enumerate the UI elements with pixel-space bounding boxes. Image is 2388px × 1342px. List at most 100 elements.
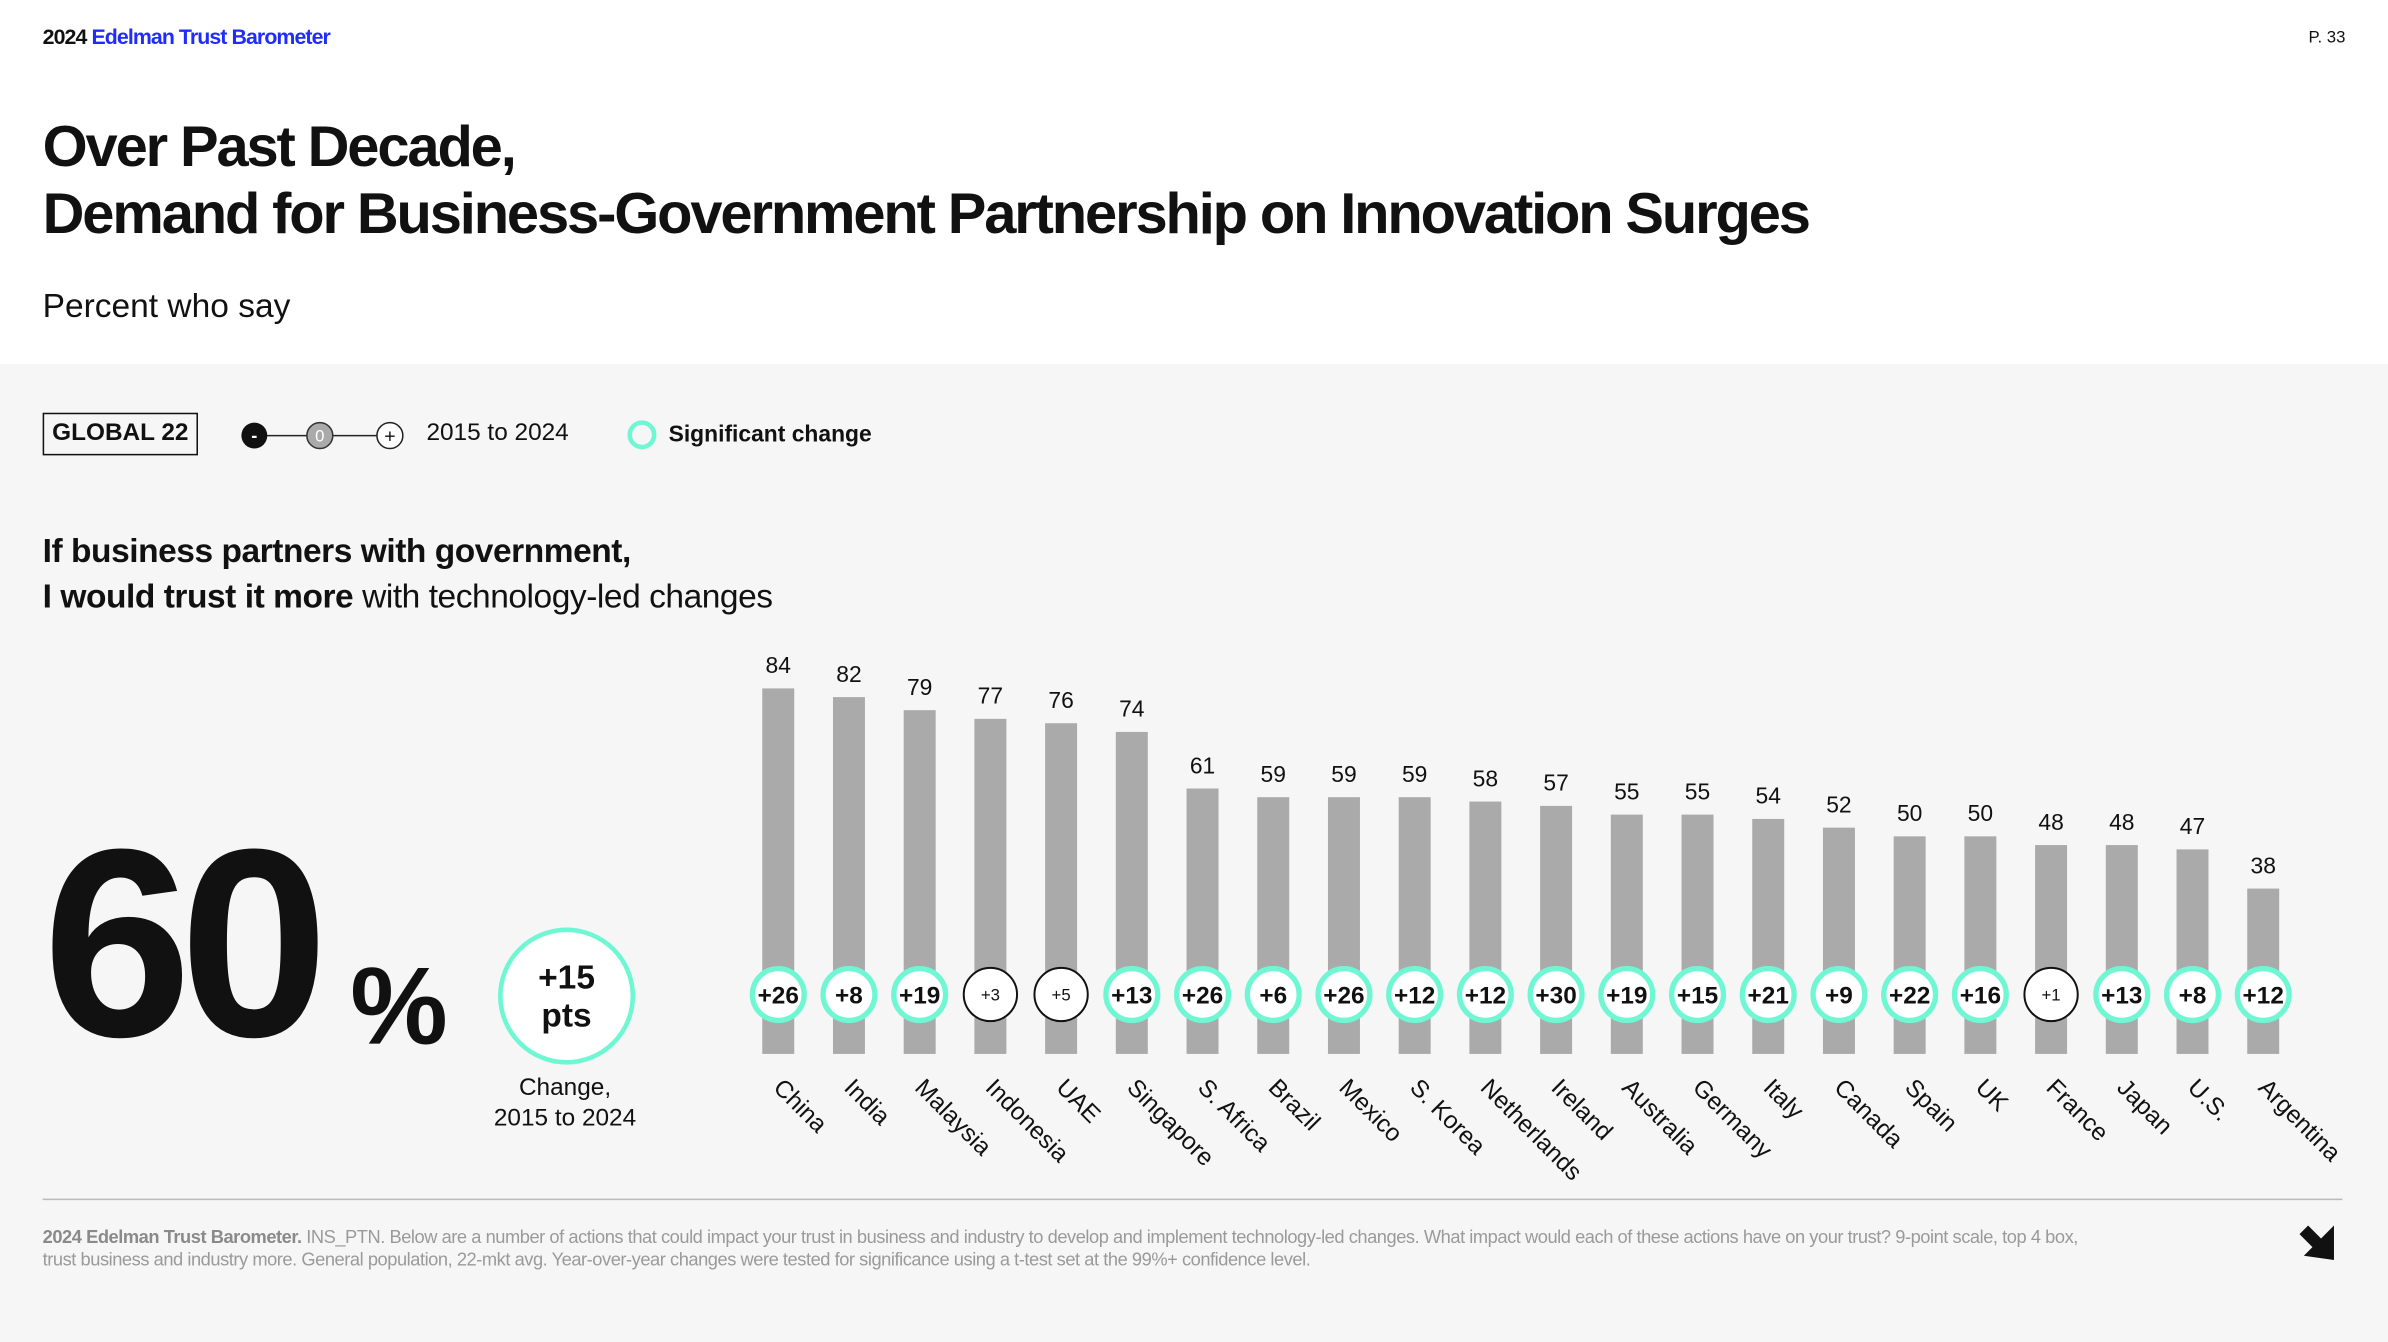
value-label: 58 [1473,765,1498,791]
country-label: India [839,1074,896,1131]
svg-text:+: + [384,425,396,447]
page-title: Over Past Decade, Demand for Business-Gov… [42,115,1811,247]
change-badge [962,966,1019,1023]
significant-change-badge [1598,965,1656,1024]
value-label: 59 [1331,761,1356,787]
value-label: 79 [907,674,932,700]
significant-change-badge [1739,965,1797,1024]
significant-change-badge [820,965,878,1024]
country-label: Japan [2111,1074,2177,1140]
change-scale-legend: - 0 + [241,421,404,450]
global-change-caption: Change, 2015 to 2024 [493,1075,637,1132]
svg-text:0: 0 [315,427,324,446]
significant-change-badge [1881,965,1939,1024]
value-label: 76 [1048,687,1073,713]
footnote: 2024 Edelman Trust Barometer. INS_PTN. B… [42,1226,2079,1271]
bar-France [2035,845,2068,1054]
change-label: +26 [758,983,799,1010]
significant-change-badge [749,965,807,1024]
brand-logo: 2024 Edelman Trust Barometer [42,24,331,49]
country-label: Australia [1616,1074,1702,1160]
value-label: 57 [1543,770,1568,796]
country-label: France [2041,1074,2114,1147]
global-label: GLOBAL 22 [42,412,198,456]
change-label: +9 [1825,983,1853,1010]
value-label: 82 [836,661,861,687]
change-label: +19 [899,983,940,1010]
significant-change-badge [1244,965,1302,1024]
country-bar-chart: 84+26China82+8India79+19Malaysia77+3Indo… [749,652,2346,1186]
plus-marker [376,421,404,450]
value-label: 55 [1614,778,1639,804]
global-change-badge: +15 pts [498,927,636,1065]
minus-marker [241,422,268,449]
country-label: Spain [1899,1074,1962,1137]
svg-text:-: - [251,425,257,446]
change-label: +6 [1259,983,1287,1010]
significant-change-badge [1810,965,1868,1024]
value-label: 50 [1968,800,1993,826]
value-label: 84 [766,652,792,678]
global-value: 60 [42,795,329,1094]
significant-change-badge [1668,965,1727,1024]
value-label: 59 [1261,761,1286,787]
country-label: U.S. [2182,1074,2235,1127]
value-label: 48 [2038,809,2063,835]
value-label: 54 [1756,783,1782,809]
country-label: Brazil [1263,1074,1325,1136]
change-label: +12 [1394,983,1435,1010]
value-label: 77 [978,683,1003,709]
significant-change-badge [1315,965,1373,1024]
country-label: Argentina [2253,1074,2346,1167]
significant-change-badge [2234,965,2292,1024]
value-label: 61 [1190,752,1215,778]
change-label: +8 [835,983,863,1010]
significant-change-badge [2163,965,2222,1024]
significant-circle-icon [627,420,657,450]
value-label: 74 [1119,696,1145,722]
divider [42,1198,2343,1201]
significant-change-badge [891,965,949,1024]
value-label: 59 [1402,761,1427,787]
change-label: +5 [1052,986,1071,1005]
next-arrow-icon[interactable] [2297,1218,2346,1267]
country-label: S. Korea [1404,1074,1490,1160]
change-badge [2023,966,2079,1023]
country-label: UAE [1051,1074,1106,1129]
value-label: 55 [1685,778,1710,804]
range-label: 2015 to 2024 [426,420,569,447]
page-subtitle: Percent who say [42,286,291,325]
header-band [0,0,2388,364]
zero-marker [306,421,334,450]
change-label: +26 [1182,983,1223,1010]
change-label: +21 [1748,983,1789,1010]
significant-change-badge [2093,965,2151,1024]
question-text: If business partners with government, I … [42,531,773,616]
country-label: Malaysia [909,1074,996,1161]
country-label: China [768,1074,832,1138]
country-label: Italy [1758,1074,1809,1125]
country-label: Ireland [1546,1074,1618,1146]
country-label: UK [1970,1074,2013,1117]
significant-change-badge [1456,965,1514,1024]
page-number: P. 33 [2308,28,2346,48]
change-label: +13 [2101,983,2142,1010]
legend-significant: Significant change [627,420,872,450]
value-label: 50 [1897,800,1922,826]
change-label: +19 [1606,983,1647,1010]
significant-change-badge [1173,965,1232,1024]
significant-change-badge [1527,965,1585,1024]
value-label: 38 [2251,852,2276,878]
change-label: +30 [1535,983,1576,1010]
change-label: +13 [1111,983,1152,1010]
change-label: +3 [981,986,1000,1005]
bar-U.S. [2176,849,2209,1054]
significant-change-badge [1951,965,2009,1024]
change-label: +26 [1323,983,1364,1010]
country-label: Mexico [1334,1074,1408,1148]
value-label: 52 [1826,791,1851,817]
change-label: +15 [1677,983,1718,1010]
change-label: +1 [2042,986,2061,1005]
change-label: +12 [1465,983,1506,1010]
change-label: +22 [1889,983,1930,1010]
